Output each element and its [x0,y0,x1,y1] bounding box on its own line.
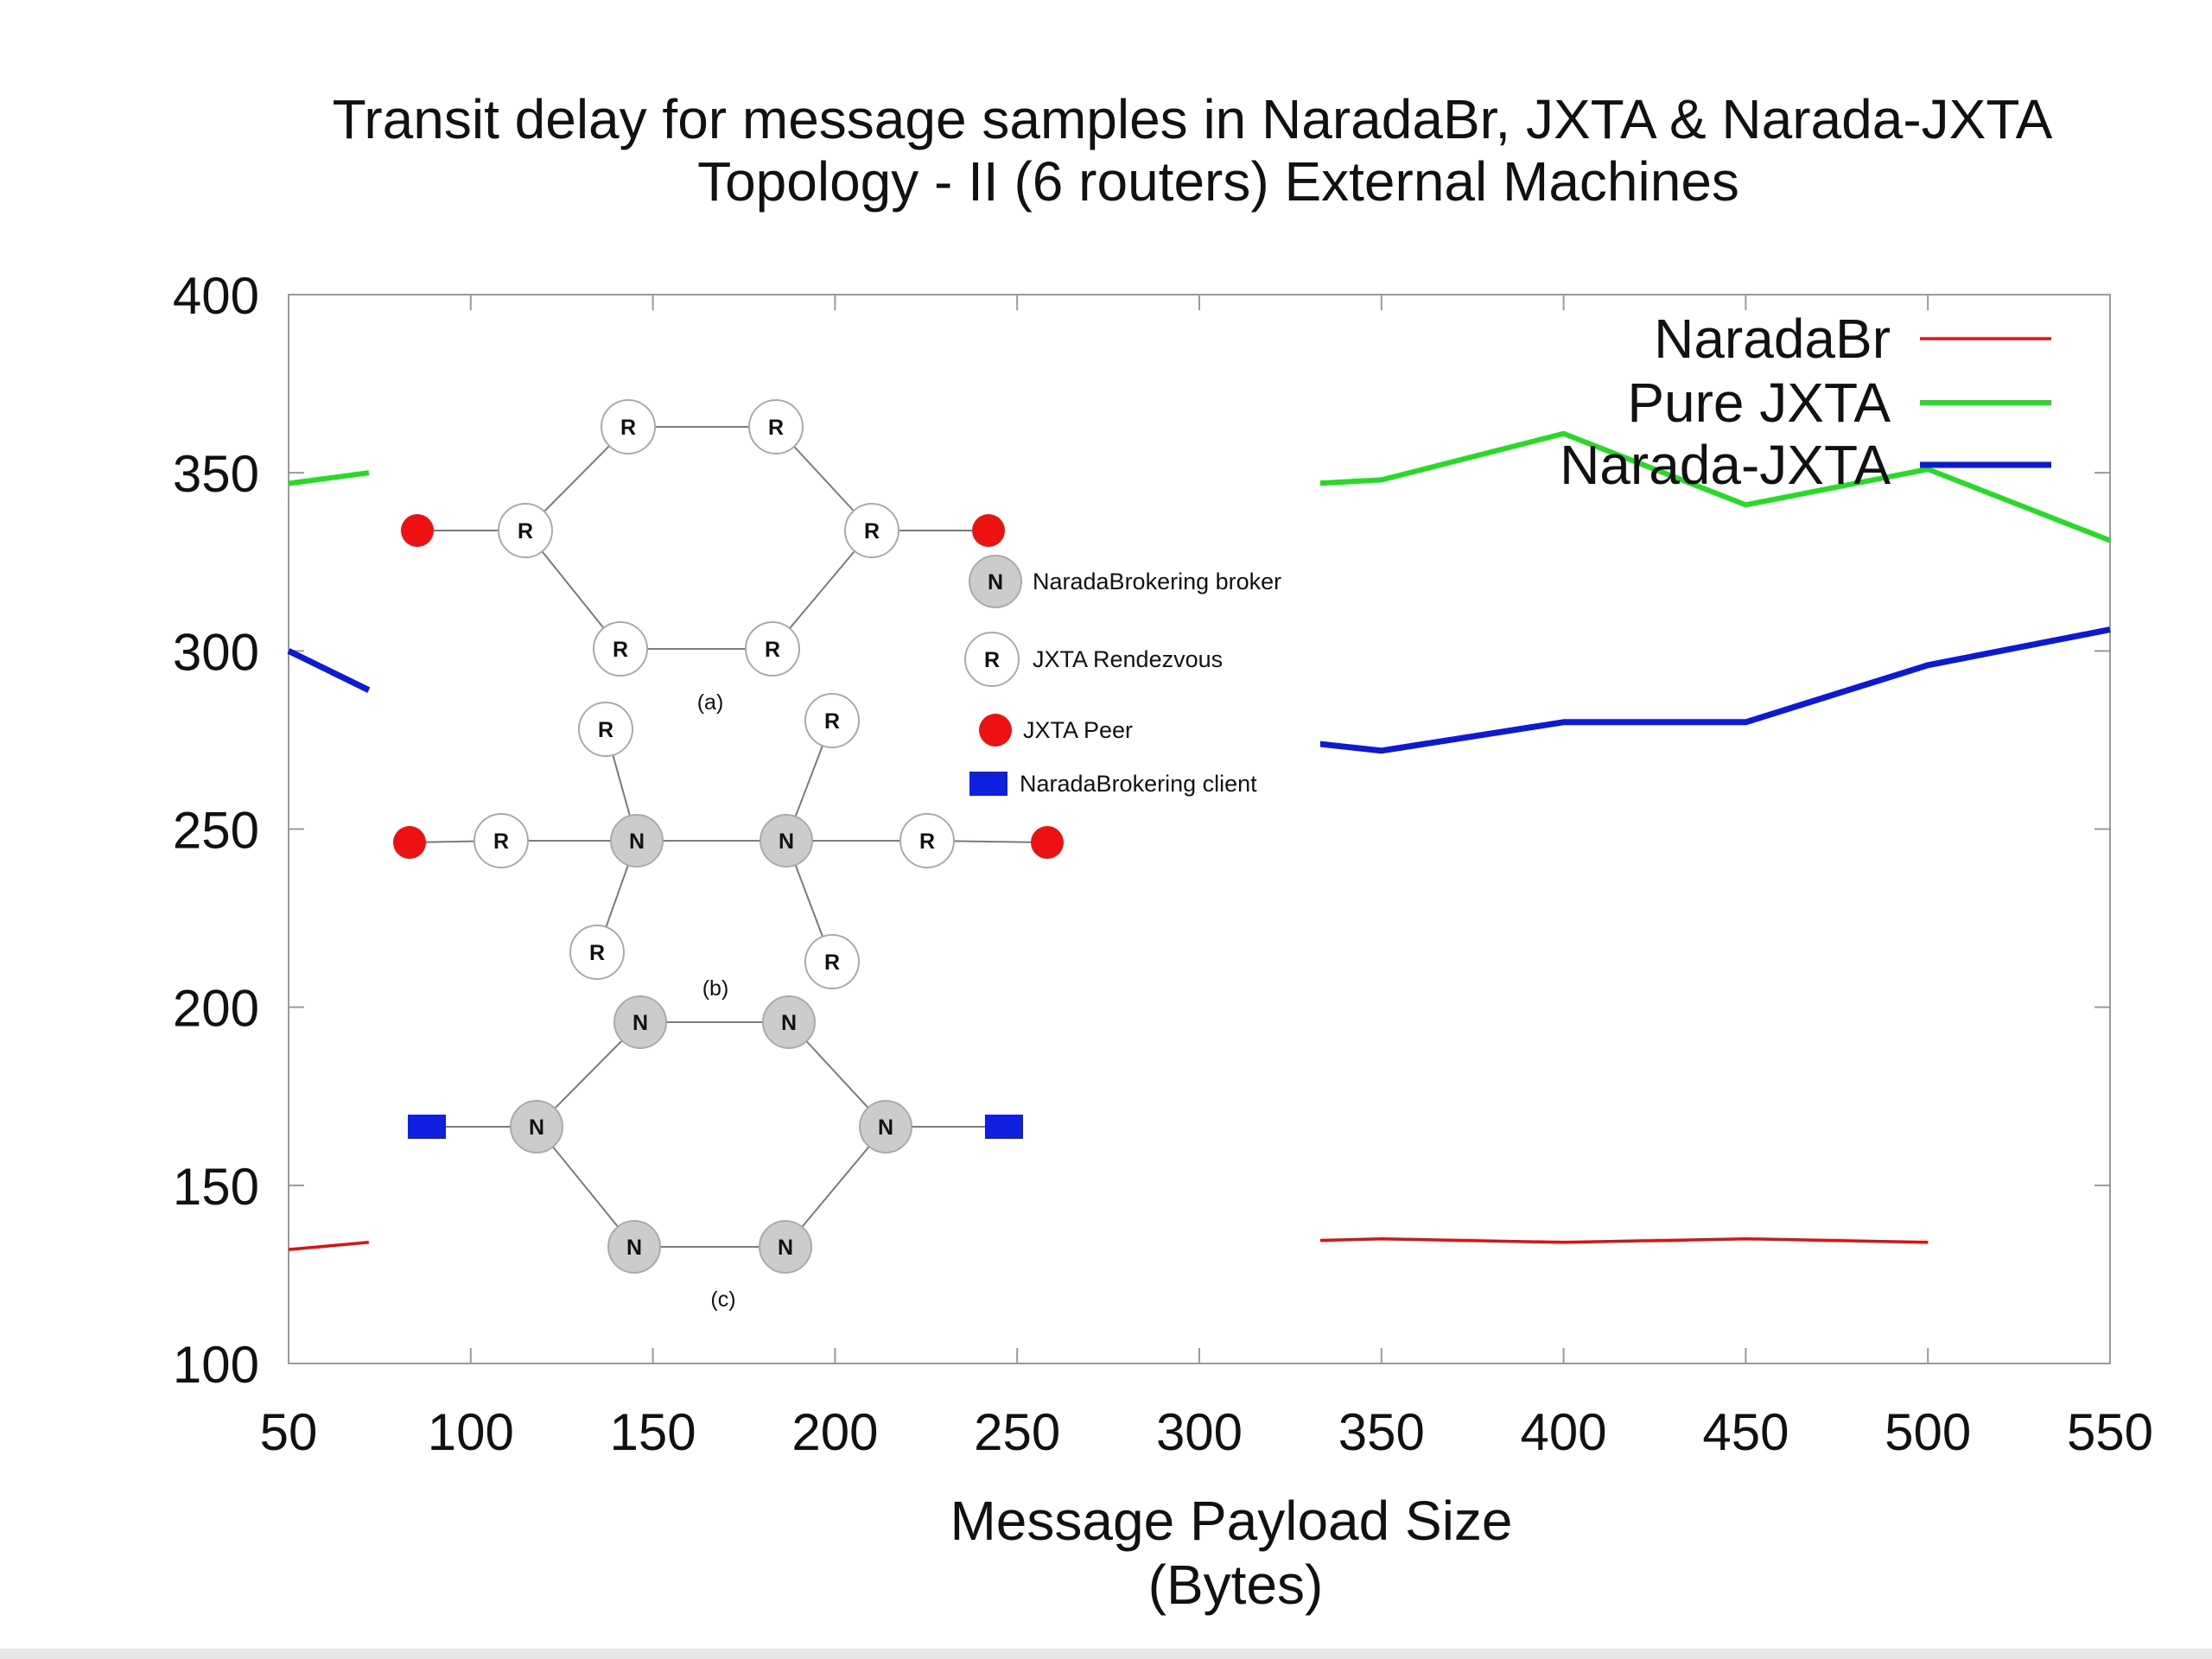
node-label: R [984,648,1000,672]
x-axis-unit: (Bytes) [1148,1554,1324,1616]
jxta-peer-node [972,514,1005,547]
diagram-caption: (c) [710,1287,735,1312]
narada-client-node [408,1115,446,1139]
inset-legend-broker: NaradaBrokering broker [1033,569,1281,594]
diagram-caption: (a) [697,690,724,715]
series-line-naradabr [288,1241,369,1251]
series-line-pure-jxta [1315,430,2112,543]
x-tick-label: 500 [1885,1403,1971,1461]
rendezvous-node [601,399,656,454]
x-tick-label: 400 [1521,1403,1607,1461]
rendezvous-node [964,632,1020,687]
x-tick-label: 150 [610,1403,696,1461]
broker-node [610,814,664,868]
rendezvous-node [474,813,529,868]
series-line-naradabr [1315,1236,1929,1244]
legend-label: NaradaBr [1654,308,1891,370]
topology-inset-diagram: R R R R R R (a) R R R R R R N N (b) N N N N N N (c) N NaradaBrok… [380,380,1320,1331]
node-label: R [598,718,613,742]
x-tick-label: 300 [1156,1403,1243,1461]
broker-node [607,1220,661,1274]
inset-legend-peer: JXTA Peer [1023,717,1133,743]
y-tick-label: 100 [173,1336,259,1394]
jxta-peer-node [979,714,1012,747]
broker-node [759,1220,812,1274]
diagram-caption: (b) [702,976,729,1001]
node-label: R [620,416,636,440]
chart-subtitle: Topology - II (6 routers) External Machi… [697,150,1739,213]
node-label: N [529,1116,544,1140]
jxta-peer-node [393,826,426,859]
broker-node [760,814,813,868]
y-tick-label: 300 [173,623,259,681]
inset-legend-client: NaradaBrokering client [1020,771,1257,797]
rendezvous-node [569,925,625,980]
y-tick-label: 150 [173,1158,259,1216]
x-tick-label: 350 [1338,1403,1425,1461]
x-tick-label: 200 [791,1403,878,1461]
node-label: N [781,1011,797,1035]
inset-legend-rendezvous: JXTA Rendezvous [1033,646,1223,672]
broker-node [859,1100,912,1154]
x-tick-label: 450 [1702,1403,1789,1461]
node-label: R [493,830,509,854]
broker-node [762,995,816,1049]
series-line-narada-jxta [287,648,371,693]
x-axis-label: Message Payload Size [950,1490,1512,1552]
node-label: R [765,638,780,662]
node-label: N [878,1116,893,1140]
y-tick-label: 350 [173,445,259,503]
node-label: R [864,519,880,543]
node-label: N [988,570,1003,594]
axis-ticks: 50 100 150 200 250 300 350 400 450 500 55010015020… [173,267,2153,1461]
y-tick-label: 200 [173,980,259,1038]
rendezvous-node [844,503,899,558]
node-label: N [626,1236,642,1260]
node-label: R [824,709,840,734]
y-tick-label: 400 [173,267,259,325]
node-label: R [768,416,784,440]
rendezvous-node [593,621,648,677]
broker-node [613,995,667,1049]
chart-title: Transit delay for message samples in Nar… [333,88,2053,150]
series-lines [287,430,2112,1251]
node-label: N [778,1236,793,1260]
broker-node [969,555,1022,608]
broker-node [510,1100,563,1154]
rendezvous-node [899,813,955,868]
jxta-peer-node [401,514,434,547]
series-line-narada-jxta [1315,626,2111,754]
bottom-strip [0,1649,2212,1659]
x-tick-label: 100 [428,1403,514,1461]
node-label: R [824,950,840,975]
node-label: N [779,830,794,854]
rendezvous-node [804,693,860,748]
y-tick-label: 250 [173,802,259,860]
narada-client-node [969,772,1007,796]
node-label: R [919,830,935,854]
node-label: N [632,1011,648,1035]
node-label: R [518,519,533,543]
x-tick-label: 250 [974,1403,1060,1461]
rendezvous-node [748,399,804,454]
legend-label: Pure JXTA [1627,372,1891,434]
series-line-pure-jxta [288,470,370,486]
narada-client-node [985,1115,1023,1139]
rendezvous-node [745,621,800,677]
legend-label: Narada-JXTA [1560,434,1891,496]
x-tick-label: 550 [2067,1403,2153,1461]
node-label: R [589,941,605,965]
rendezvous-node [578,702,633,757]
jxta-peer-node [1031,826,1064,859]
rendezvous-node [498,503,553,558]
rendezvous-node [804,934,860,989]
node-label: N [629,830,645,854]
node-label: R [613,638,628,662]
x-tick-label: 50 [260,1403,318,1461]
